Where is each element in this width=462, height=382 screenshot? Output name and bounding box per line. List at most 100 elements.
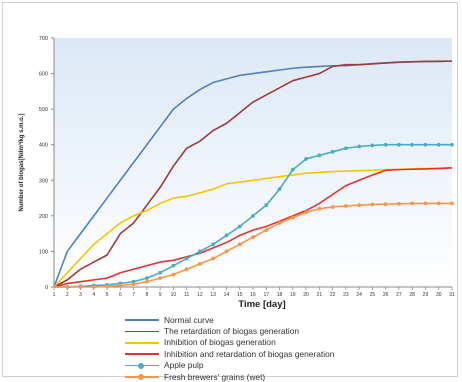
series-5-point: [237, 224, 242, 229]
x-tick-label: 22: [330, 292, 336, 298]
x-tick-label: 15: [237, 292, 243, 298]
legend-label: Inhibition of biogas generation: [164, 337, 276, 348]
y-axis-title: Number of biogas[Ndm³/kg s.m.o.]: [18, 113, 25, 211]
legend: Normal curve The retardation of biogas ge…: [125, 314, 425, 382]
y-tick-label: 400: [39, 143, 48, 149]
x-axis-title: Time [day]: [238, 299, 285, 310]
legend-item-3: Inhibition of biogas generation: [125, 337, 425, 348]
x-tick-label: 9: [159, 292, 162, 298]
series-6-point: [370, 202, 375, 207]
series-5-point: [198, 249, 202, 254]
series-5-point: [423, 142, 428, 147]
series-5-point: [397, 142, 401, 147]
series-5-point: [383, 142, 388, 147]
series-6-point: [171, 272, 176, 277]
series-5-point: [290, 167, 295, 172]
series-6-point: [450, 201, 454, 206]
series-5-point: [343, 146, 348, 151]
x-tick-label: 30: [436, 292, 442, 298]
legend-label: Apple pulp: [164, 360, 204, 371]
x-tick-label: 14: [224, 292, 230, 298]
series-5-point: [450, 142, 454, 147]
series-5-point: [304, 157, 308, 161]
y-tick-label: 0: [45, 285, 48, 291]
series-5-point: [158, 270, 163, 275]
y-tick-label: 600: [39, 72, 48, 78]
x-tick-label: 3: [79, 292, 82, 298]
legend-swatch: [125, 372, 159, 382]
x-tick-label: 13: [210, 292, 216, 298]
series-6-point: [65, 285, 70, 289]
legend-item-5: Apple pulp: [125, 360, 425, 371]
series-6-point: [237, 242, 242, 247]
series-5-point: [144, 276, 149, 281]
x-tick-label: 23: [343, 292, 349, 298]
series-5-point: [224, 233, 229, 238]
legend-swatch-line: [125, 353, 159, 355]
series-6-point: [343, 203, 348, 208]
x-tick-label: 24: [356, 292, 362, 298]
series-6-point: [158, 276, 163, 281]
series-6-point: [105, 284, 109, 289]
series-line-4: [53, 167, 453, 288]
legend-swatch-line: [125, 319, 159, 321]
x-tick-label: 27: [396, 292, 402, 298]
series-5-point: [277, 187, 282, 192]
x-tick-label: 28: [409, 292, 415, 298]
series-5-point: [357, 144, 362, 149]
y-tick-label: 100: [39, 249, 48, 255]
series-line-2: [53, 60, 453, 288]
series-6-point: [304, 210, 308, 215]
legend-label: Normal curve: [164, 314, 214, 325]
series-6-point: [144, 279, 149, 284]
x-tick-label: 4: [92, 292, 95, 298]
series-6-point: [224, 249, 229, 254]
series-6-point: [118, 283, 123, 288]
y-tick-label: 300: [39, 178, 48, 184]
series-5-point: [184, 256, 189, 261]
series-5-point: [264, 203, 269, 208]
x-tick-label: 26: [383, 292, 389, 298]
series-5-point: [251, 213, 255, 218]
legend-swatch-marker: [138, 374, 144, 381]
series-6-point: [264, 228, 269, 232]
legend-label: Fresh brewers' grains (wet): [164, 371, 266, 382]
legend-item-2: The retardation of biogas generation: [125, 325, 425, 336]
legend-swatch-line: [125, 330, 159, 333]
y-tick-label: 200: [39, 214, 48, 220]
x-tick-label: 5: [106, 292, 109, 298]
x-tick-label: 19: [290, 292, 296, 298]
series-6-point: [436, 201, 441, 206]
x-tick-label: 10: [171, 292, 177, 298]
series-6-point: [131, 282, 136, 287]
series-6-point: [317, 206, 322, 211]
series-6-point: [423, 201, 428, 206]
x-tick-label: 31: [449, 292, 455, 298]
x-tick-label: 29: [423, 292, 429, 298]
series-5-point: [436, 142, 441, 147]
x-tick-label: 1: [53, 292, 56, 298]
legend-item-6: Fresh brewers' grains (wet): [125, 371, 425, 382]
x-tick-label: 20: [303, 292, 309, 298]
y-tick-label: 700: [39, 36, 48, 42]
series-6-point: [383, 202, 388, 207]
x-tick-label: 2: [66, 292, 69, 298]
x-tick-label: 8: [145, 292, 148, 298]
series-6-point: [330, 205, 335, 209]
legend-label: Inhibition and retardation of biogas gen…: [164, 348, 335, 359]
series-6-point: [251, 235, 255, 240]
legend-swatch: [125, 315, 159, 325]
series-6-point: [198, 261, 202, 266]
x-tick-label: 16: [250, 292, 256, 298]
x-tick-label: 11: [184, 292, 189, 298]
series-6-point: [290, 215, 295, 220]
series-6-point: [78, 285, 83, 289]
x-tick-label: 17: [263, 292, 269, 298]
series-6-point: [410, 201, 415, 206]
legend-swatch: [125, 326, 159, 336]
legend-swatch: [125, 360, 159, 370]
series-6-point: [357, 203, 362, 208]
y-tick-label: 500: [39, 107, 48, 113]
